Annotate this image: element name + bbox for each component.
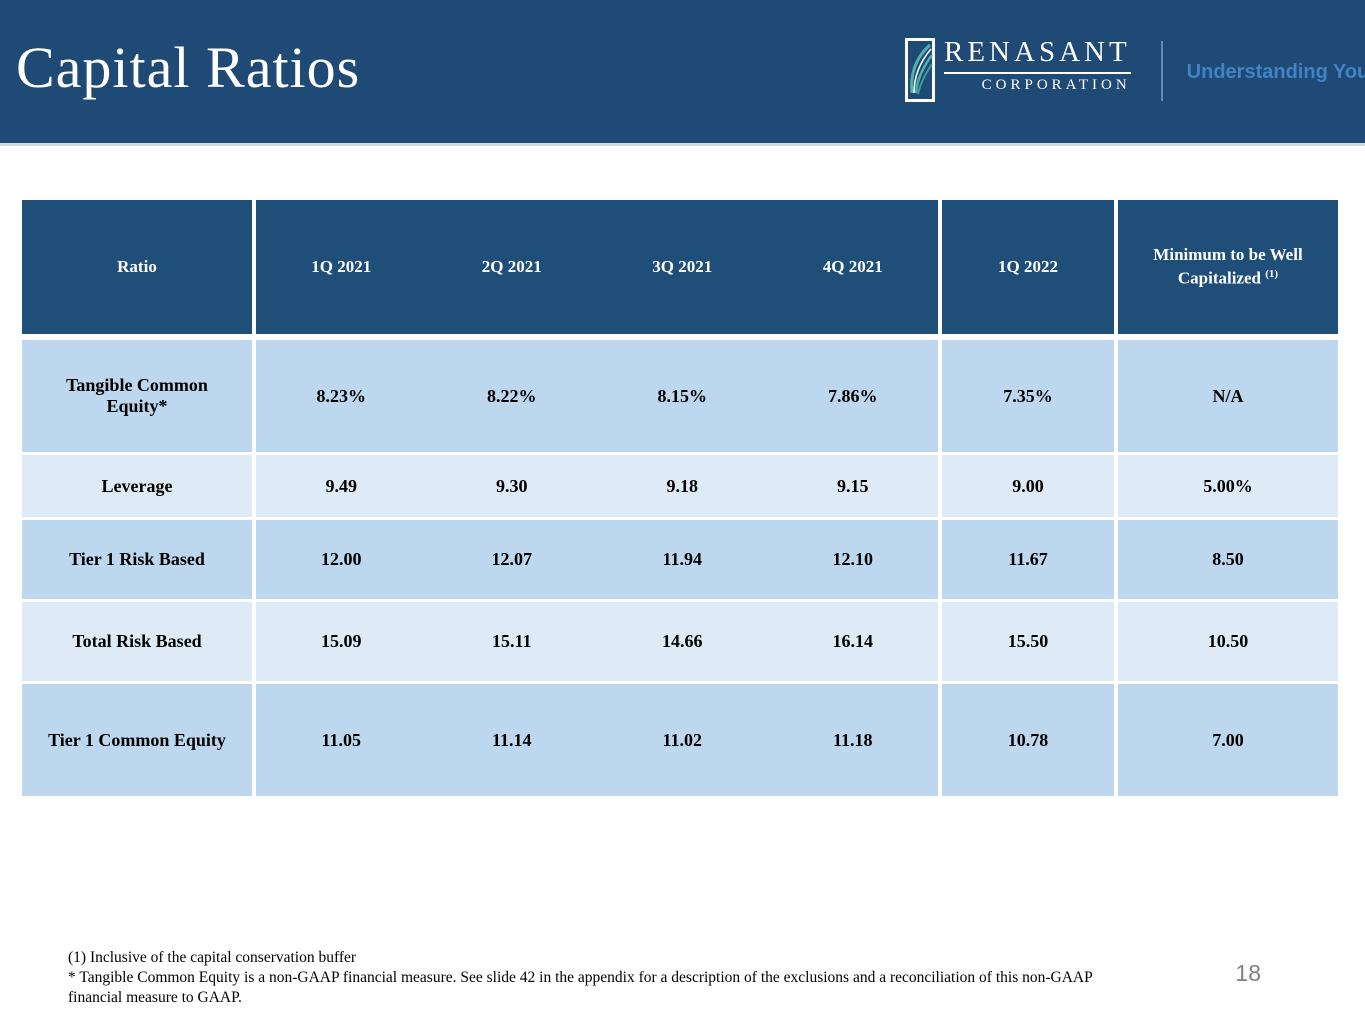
cell-value: 9.18 bbox=[666, 475, 699, 496]
cell-value: 11.18 bbox=[832, 729, 873, 750]
row-label: Total Risk Based bbox=[22, 602, 252, 681]
table-row-leverage: Leverage 9.49 9.30 9.18 9.15 9.00 5.00% bbox=[22, 455, 1338, 517]
cell-value: 7.86% bbox=[828, 385, 878, 406]
cell-value: 5.00% bbox=[1118, 455, 1338, 517]
company-logo: RENASANT CORPORATION Understanding You. bbox=[905, 38, 1365, 107]
table-row-tier1-risk-based: Tier 1 Risk Based 12.00 12.07 11.94 12.1… bbox=[22, 520, 1338, 599]
table-header-row: Ratio 1Q 2021 2Q 2021 3Q 2021 4Q 2021 1Q… bbox=[22, 200, 1338, 334]
table-header-3q2021: 3Q 2021 bbox=[652, 257, 713, 276]
cell-value: 11.05 bbox=[321, 729, 361, 750]
cell-value: 9.49 bbox=[325, 475, 358, 496]
cell-value: 12.07 bbox=[491, 549, 533, 569]
footnotes: (1) Inclusive of the capital conservatio… bbox=[68, 948, 1130, 1008]
logo-company-name: RENASANT bbox=[944, 38, 1131, 74]
table-row-tier1-common-equity: Tier 1 Common Equity 11.05 11.14 11.02 1… bbox=[22, 684, 1338, 796]
logo-divider bbox=[1160, 41, 1163, 101]
cell-value: 7.35% bbox=[942, 340, 1114, 452]
table-row-tangible-common-equity: Tangible Common Equity* 8.23% 8.22% 8.15… bbox=[22, 340, 1338, 452]
row-quarter-values: 12.00 12.07 11.94 12.10 bbox=[256, 520, 938, 599]
cell-value: 10.50 bbox=[1118, 602, 1338, 681]
table-header-1q2021: 1Q 2021 bbox=[311, 257, 372, 276]
footnote-1: (1) Inclusive of the capital conservatio… bbox=[68, 949, 357, 966]
footnote-2: * Tangible Common Equity is a non-GAAP f… bbox=[68, 969, 1093, 1006]
row-label: Tangible Common Equity* bbox=[22, 340, 252, 452]
renasant-leaf-icon bbox=[905, 38, 935, 107]
row-quarter-values: 9.49 9.30 9.18 9.15 bbox=[256, 455, 938, 517]
logo-tagline: Understanding You. bbox=[1186, 61, 1365, 83]
page-number: 18 bbox=[1235, 960, 1261, 986]
row-label: Tier 1 Common Equity bbox=[22, 684, 252, 796]
cell-value: 8.23% bbox=[316, 385, 367, 406]
cell-value: 14.66 bbox=[662, 631, 703, 651]
cell-value: 12.00 bbox=[321, 549, 362, 569]
table-header-minimum: Minimum to be Well Capitalized (1) bbox=[1118, 200, 1338, 334]
table-header-ratio: Ratio bbox=[22, 200, 252, 334]
cell-value: 9.30 bbox=[496, 475, 528, 496]
minimum-header-footnote-ref: (1) bbox=[1265, 267, 1279, 280]
table-header-2q2021: 2Q 2021 bbox=[481, 257, 542, 276]
cell-value: 11.14 bbox=[491, 729, 532, 750]
logo-company-subname: CORPORATION bbox=[981, 77, 1131, 93]
cell-value: 7.00 bbox=[1118, 684, 1338, 796]
row-quarter-values: 8.23% 8.22% 8.15% 7.86% bbox=[256, 340, 938, 452]
cell-value: N/A bbox=[1118, 340, 1338, 452]
table-header-1q2022: 1Q 2022 bbox=[942, 200, 1114, 334]
logo-wordmark: RENASANT CORPORATION bbox=[944, 38, 1131, 94]
cell-value: 15.11 bbox=[491, 631, 532, 651]
cell-value: 8.50 bbox=[1118, 520, 1338, 599]
cell-value: 11.94 bbox=[662, 549, 702, 569]
cell-value: 9.15 bbox=[837, 475, 869, 496]
row-label: Tier 1 Risk Based bbox=[22, 520, 252, 599]
cell-value: 10.78 bbox=[942, 684, 1114, 796]
cell-value: 11.67 bbox=[942, 520, 1114, 599]
cell-value: 12.10 bbox=[832, 549, 874, 569]
cell-value: 15.50 bbox=[942, 602, 1114, 681]
minimum-header-text: Minimum to be Well Capitalized bbox=[1153, 244, 1303, 288]
row-label: Leverage bbox=[22, 455, 252, 517]
row-quarter-values: 11.05 11.14 11.02 11.18 bbox=[256, 684, 938, 796]
minimum-header-label: Minimum to be Well Capitalized (1) bbox=[1134, 244, 1322, 291]
table-header-quarters: 1Q 2021 2Q 2021 3Q 2021 4Q 2021 bbox=[256, 200, 938, 334]
cell-value: 16.14 bbox=[832, 631, 874, 651]
cell-value: 9.00 bbox=[942, 455, 1114, 517]
table-row-total-risk-based: Total Risk Based 15.09 15.11 14.66 16.14… bbox=[22, 602, 1338, 681]
title-banner: Capital Ratios RENASANT CORPORATION Unde… bbox=[0, 0, 1365, 146]
cell-value: 8.15% bbox=[657, 385, 708, 406]
cell-value: 11.02 bbox=[662, 729, 702, 750]
cell-value: 15.09 bbox=[321, 631, 362, 651]
page-title: Capital Ratios bbox=[16, 35, 361, 100]
row-quarter-values: 15.09 15.11 14.66 16.14 bbox=[256, 602, 938, 681]
table-header-4q2021: 4Q 2021 bbox=[822, 257, 883, 276]
capital-ratios-table: Ratio 1Q 2021 2Q 2021 3Q 2021 4Q 2021 1Q… bbox=[22, 200, 1338, 796]
cell-value: 8.22% bbox=[487, 385, 537, 406]
